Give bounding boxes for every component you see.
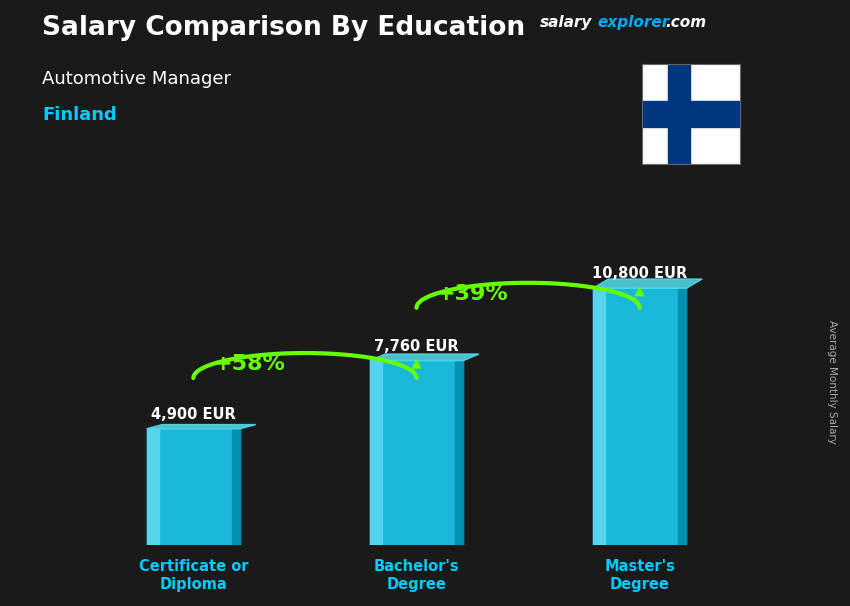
Text: 4,900 EUR: 4,900 EUR <box>151 407 235 422</box>
Polygon shape <box>592 279 702 288</box>
Text: 7,760 EUR: 7,760 EUR <box>374 339 459 353</box>
Bar <box>455 361 463 545</box>
Text: +58%: +58% <box>213 355 285 375</box>
Text: Salary Comparison By Education: Salary Comparison By Education <box>42 15 525 41</box>
Bar <box>678 288 687 545</box>
Text: salary: salary <box>540 15 592 30</box>
Bar <box>370 361 382 545</box>
Text: Automotive Manager: Automotive Manager <box>42 70 231 88</box>
Bar <box>370 361 463 545</box>
Text: explorer: explorer <box>598 15 670 30</box>
Bar <box>146 429 241 545</box>
Text: +39%: +39% <box>436 284 508 304</box>
Bar <box>592 288 605 545</box>
Text: .com: .com <box>666 15 706 30</box>
Text: Finland: Finland <box>42 106 117 124</box>
Bar <box>668 64 689 164</box>
Bar <box>146 429 159 545</box>
Polygon shape <box>146 425 256 429</box>
Text: 10,800 EUR: 10,800 EUR <box>592 266 688 281</box>
Bar <box>642 101 740 127</box>
Polygon shape <box>370 354 479 361</box>
Text: Average Monthly Salary: Average Monthly Salary <box>827 320 837 444</box>
Bar <box>592 288 687 545</box>
Bar <box>232 429 241 545</box>
